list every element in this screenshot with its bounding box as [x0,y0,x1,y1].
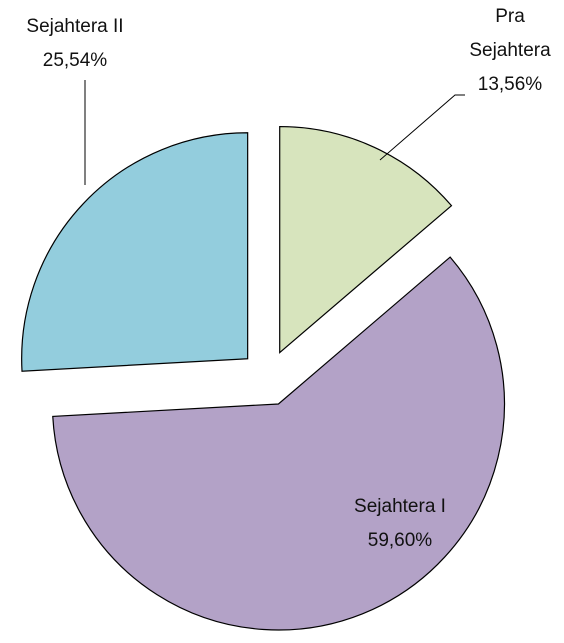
pie-slice [52,256,506,631]
value-label: 59,60% [367,530,433,551]
pie-slice [21,132,249,372]
value-label: 25,54% [42,50,108,71]
leader-line [379,94,465,161]
category-label: Sejahtera II [26,16,124,37]
value-label: 13,56% [477,74,543,95]
pie-slice [279,125,453,354]
category-label: Sejahtera I [354,496,446,517]
slice-label: Pra Sejahtera 13,56% [455,0,564,102]
category-label: Pra Sejahtera [469,6,551,61]
slice-label: Sejahtera I 59,60% [320,490,480,558]
slice-label: Sejahtera II 25,54% [0,10,150,78]
